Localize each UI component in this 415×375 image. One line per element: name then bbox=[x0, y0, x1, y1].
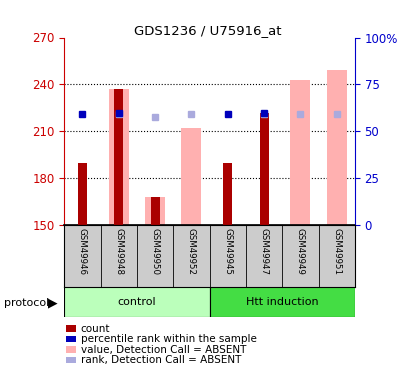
Text: GDS1236 / U75916_at: GDS1236 / U75916_at bbox=[134, 24, 281, 38]
Text: GSM49949: GSM49949 bbox=[296, 228, 305, 275]
Bar bbox=[327, 70, 347, 225]
Text: percentile rank within the sample: percentile rank within the sample bbox=[81, 334, 256, 344]
Bar bbox=[151, 197, 160, 225]
Bar bbox=[181, 128, 201, 225]
Text: rank, Detection Call = ABSENT: rank, Detection Call = ABSENT bbox=[81, 355, 241, 365]
Text: Htt induction: Htt induction bbox=[246, 297, 319, 307]
Text: GSM49945: GSM49945 bbox=[223, 228, 232, 275]
Bar bbox=[223, 162, 232, 225]
Bar bbox=[78, 162, 87, 225]
Text: protocol: protocol bbox=[4, 298, 49, 308]
Bar bbox=[109, 89, 129, 225]
Bar bbox=[290, 80, 310, 225]
Text: GSM49951: GSM49951 bbox=[332, 228, 341, 275]
Bar bbox=[114, 89, 123, 225]
Text: GSM49950: GSM49950 bbox=[151, 228, 160, 275]
Bar bbox=[210, 287, 355, 317]
Text: GSM49948: GSM49948 bbox=[114, 228, 123, 275]
Bar bbox=[145, 197, 165, 225]
Bar bbox=[259, 112, 269, 225]
Text: GSM49947: GSM49947 bbox=[259, 228, 269, 275]
Text: GSM49946: GSM49946 bbox=[78, 228, 87, 275]
Text: count: count bbox=[81, 324, 110, 333]
Text: ▶: ▶ bbox=[48, 297, 57, 309]
Text: value, Detection Call = ABSENT: value, Detection Call = ABSENT bbox=[81, 345, 246, 354]
Bar bbox=[64, 287, 210, 317]
Text: control: control bbox=[117, 297, 156, 307]
Text: GSM49952: GSM49952 bbox=[187, 228, 196, 275]
